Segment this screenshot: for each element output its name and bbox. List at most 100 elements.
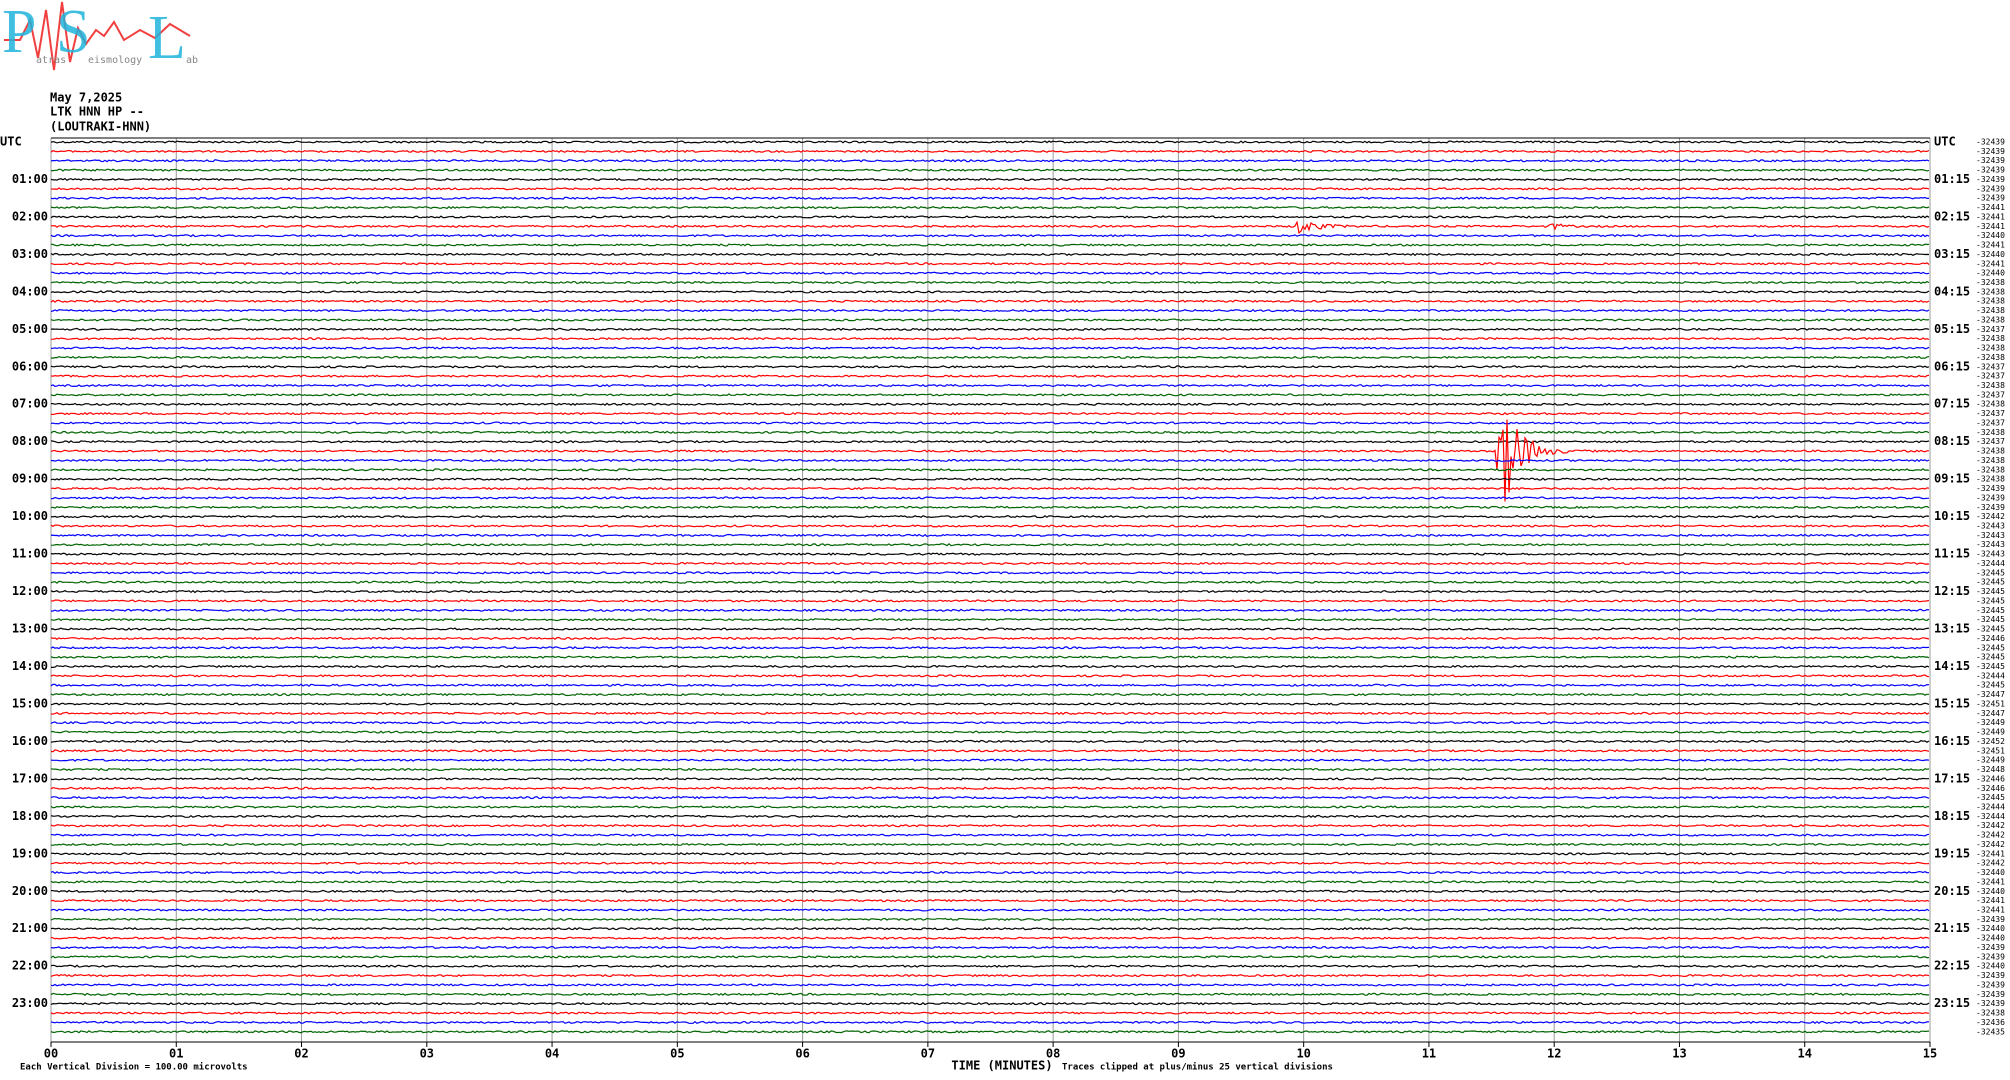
trace (50, 383, 1930, 388)
trace (50, 674, 1930, 678)
trace (50, 234, 1930, 238)
trace-offset: -32437 (1976, 437, 2005, 446)
trace-offset: -32438 (1976, 344, 2005, 353)
trace-offset: -32439 (1976, 503, 2005, 512)
trace-offset: -32438 (1976, 400, 2005, 409)
labels: 00 01 02 03 04 05 06 07 08 09 10 11 12 13 14 15-32439-3… (0, 135, 2005, 1061)
left-time-label: 18:00 (12, 809, 48, 823)
trace-offset: -32437 (1976, 325, 2005, 334)
trace-offset: -32444 (1976, 559, 2005, 568)
logo-word: atras (36, 55, 66, 66)
right-time-label: UTC (1934, 135, 1956, 149)
trace-offset: -32452 (1976, 737, 2005, 746)
left-time-label: 15:00 (12, 696, 48, 710)
logo-word: ab (186, 55, 198, 66)
right-time-label: 16:15 (1934, 734, 1970, 748)
trace (50, 308, 1930, 313)
trace (50, 440, 1930, 444)
trace-offset: -32438 (1976, 353, 2005, 362)
trace (50, 852, 1930, 856)
trace-offset: -32441 (1976, 906, 2005, 915)
trace (50, 271, 1930, 275)
trace (50, 419, 1929, 502)
trace (50, 1030, 1930, 1034)
trace (50, 880, 1930, 884)
trace-offset: -32443 (1976, 531, 2005, 540)
trace-offset: -32446 (1976, 634, 2005, 643)
trace (50, 805, 1930, 809)
trace-offset: -32439 (1976, 175, 2005, 184)
right-time-label: 02:15 (1934, 209, 1970, 223)
left-time-label: 07:00 (12, 397, 48, 411)
trace (50, 205, 1930, 210)
left-time-label: 09:00 (12, 472, 48, 486)
logo-wave (4, 1, 191, 71)
trace (50, 945, 1930, 950)
x-tick-label: 10 (1296, 1047, 1310, 1061)
trace-offset: -32438 (1976, 306, 2005, 315)
trace (50, 730, 1929, 734)
trace (50, 814, 1930, 818)
left-time-label: 06:00 (12, 359, 48, 373)
trace-offset: -32443 (1976, 522, 2005, 531)
trace-offset: -32444 (1976, 802, 2005, 811)
right-time-label: 07:15 (1934, 397, 1970, 411)
trace-offset: -32440 (1976, 868, 2005, 877)
trace (50, 955, 1930, 959)
trace (50, 627, 1930, 631)
trace (50, 992, 1929, 996)
trace (50, 318, 1930, 322)
left-time-label: 17:00 (12, 771, 48, 785)
trace-offset: -32439 (1976, 138, 2005, 147)
trace (50, 468, 1930, 472)
x-tick-label: 02 (294, 1047, 308, 1061)
trace (50, 149, 1930, 154)
trace-offset: -32444 (1976, 671, 2005, 680)
trace (50, 486, 1930, 491)
trace-offset: -32442 (1976, 821, 2005, 830)
trace-offset: -32445 (1976, 793, 2005, 802)
right-time-label: 08:15 (1934, 434, 1970, 448)
trace (50, 917, 1930, 922)
trace (50, 280, 1930, 285)
trace-offset: -32444 (1976, 812, 2005, 821)
trace (50, 908, 1930, 912)
trace-offset: -32440 (1976, 962, 2005, 971)
trace (50, 589, 1930, 594)
trace-offset: -32441 (1976, 259, 2005, 268)
trace (50, 683, 1930, 687)
trace-offset: -32445 (1976, 643, 2005, 652)
x-tick-label: 15 (1923, 1047, 1937, 1061)
location: (LOUTRAKI-HNN) (50, 120, 151, 134)
trace (50, 842, 1930, 847)
logo: P S L atras eismology ab (2, 0, 198, 72)
trace (50, 552, 1930, 556)
trace (50, 646, 1930, 650)
x-tick-label: 03 (420, 1047, 434, 1061)
trace-offset: -32439 (1976, 194, 2005, 203)
trace-offset: -32442 (1976, 831, 2005, 840)
trace (50, 767, 1930, 772)
right-time-label: 03:15 (1934, 247, 1970, 261)
trace-offset: -32438 (1976, 315, 2005, 324)
x-tick-label: 08 (1046, 1047, 1060, 1061)
logo-word: eismology (88, 55, 142, 66)
trace (50, 824, 1929, 828)
trace-offset: -32439 (1976, 980, 2005, 989)
trace (50, 936, 1930, 940)
right-time-label: 18:15 (1934, 809, 1970, 823)
right-time-label: 12:15 (1934, 584, 1970, 598)
trace-offset: -32437 (1976, 390, 2005, 399)
trace (50, 899, 1930, 903)
trace (50, 421, 1930, 425)
trace-offset: -32445 (1976, 625, 2005, 634)
trace (50, 1002, 1930, 1006)
trace (50, 290, 1930, 294)
trace-offset: -32441 (1976, 896, 2005, 905)
left-time-label: UTC (0, 135, 22, 149)
trace-offset: -32438 (1976, 475, 2005, 484)
trace (50, 159, 1930, 163)
trace-offset: -32439 (1976, 990, 2005, 999)
date: May 7,2025 (50, 91, 122, 105)
trace (50, 795, 1930, 800)
